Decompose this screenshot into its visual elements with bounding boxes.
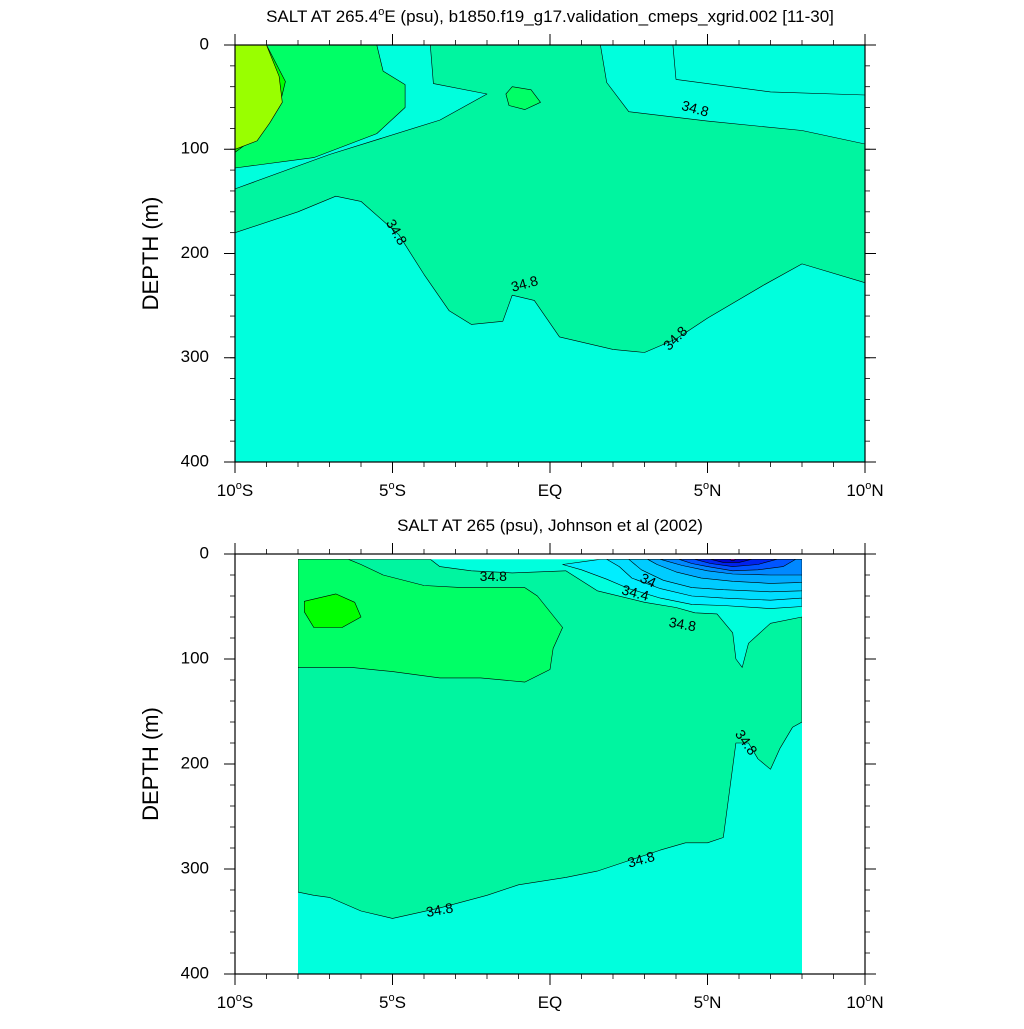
contour-label-0: 34.8 — [425, 899, 455, 920]
chart-title: SALT AT 265 (psu), Johnson et al (2002) — [397, 516, 703, 535]
y-tick-label-0: 0 — [200, 543, 209, 562]
y-axis-label: DEPTH (m) — [138, 197, 163, 311]
contour-region-11 — [729, 559, 737, 561]
y-tick-label-2: 200 — [181, 753, 209, 772]
chart-title: SALT AT 265.4oE (psu), b1850.f19_g17.val… — [266, 6, 834, 26]
contour-label-4: 34.8 — [668, 614, 698, 635]
contour-label-6: 34 — [638, 570, 659, 591]
y-tick-label-0: 0 — [200, 34, 209, 53]
y-tick-label-1: 100 — [181, 139, 209, 158]
x-tick-label-4: 10oN — [846, 480, 883, 500]
contour-label-1: 34.8 — [626, 848, 657, 871]
y-tick-label-4: 400 — [181, 451, 209, 470]
contour-regions — [298, 559, 802, 919]
contour-region-9 — [694, 559, 778, 567]
x-tick-label-0: 10oS — [217, 480, 253, 500]
contour-region-10 — [710, 559, 752, 563]
x-tick-label-1: 5oS — [379, 992, 406, 1012]
contour-label-2: 34.8 — [509, 272, 540, 295]
y-tick-label-3: 300 — [181, 347, 209, 366]
contour-region-3 — [505, 86, 541, 110]
x-tick-label-3: 5oN — [694, 992, 722, 1012]
x-tick-label-3: 5oN — [694, 480, 722, 500]
y-tick-label-3: 300 — [181, 858, 209, 877]
y-axis-label: DEPTH (m) — [138, 707, 163, 821]
contour-label-0: 34.8 — [680, 97, 711, 120]
contour-label-3: 34.8 — [480, 568, 507, 584]
contour-regions — [235, 45, 865, 353]
x-tick-label-4: 10oN — [846, 992, 883, 1012]
x-tick-label-2: EQ — [538, 993, 563, 1012]
contour-region-0 — [235, 45, 865, 353]
y-tick-label-4: 400 — [181, 963, 209, 982]
contour-region-5 — [235, 45, 283, 150]
contour-region-2 — [303, 593, 362, 628]
contour-region-1 — [600, 45, 865, 96]
contour-region-1 — [298, 559, 563, 683]
contour-label-5: 34.4 — [620, 581, 651, 604]
y-tick-label-1: 100 — [181, 648, 209, 667]
x-tick-label-2: EQ — [538, 481, 563, 500]
x-tick-label-1: 5oS — [379, 480, 406, 500]
x-tick-label-0: 10oS — [217, 992, 253, 1012]
y-tick-label-2: 200 — [181, 243, 209, 262]
